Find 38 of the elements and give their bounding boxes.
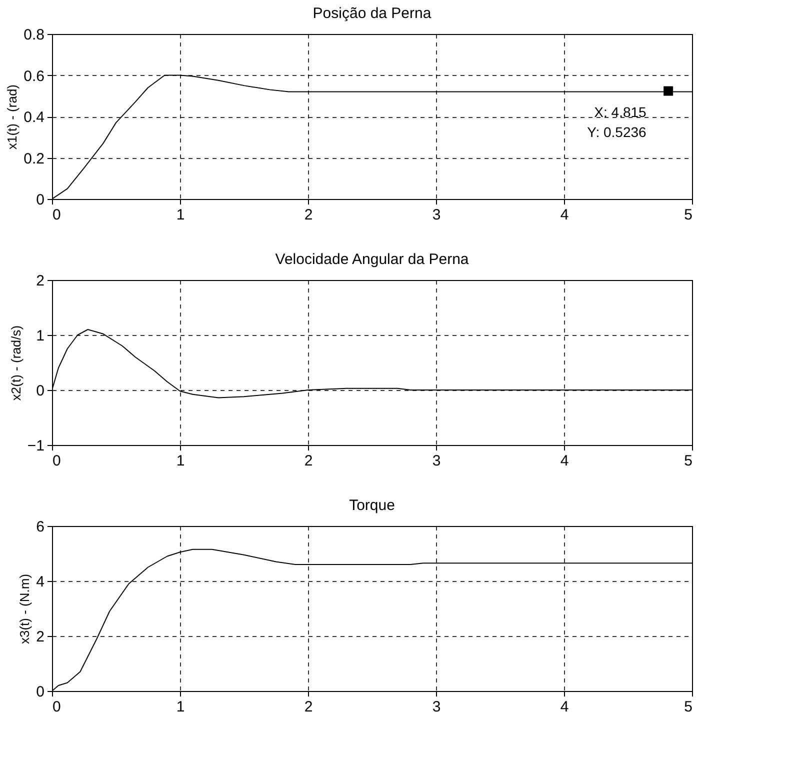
y-tick-label: 0.2 xyxy=(24,150,44,168)
x-tick-label: 4 xyxy=(560,698,569,716)
x-tick-label: 4 xyxy=(560,206,569,224)
x-tick-label: 3 xyxy=(432,452,441,470)
y-tick-label: −1 xyxy=(27,438,44,454)
y-axis-title: x3(t) - (N.m) xyxy=(17,574,32,644)
y-tick-label: 0.6 xyxy=(24,68,44,85)
x-tick-label: 0 xyxy=(52,206,61,224)
x-tick-label: 0 xyxy=(52,452,61,470)
y-tick-label: 1 xyxy=(36,328,44,344)
x-tick-label: 4 xyxy=(560,452,569,470)
x-tick-label: 3 xyxy=(432,698,441,716)
chart-title: Posição da Perna xyxy=(312,5,432,22)
chart-title: Velocidade Angular da Perna xyxy=(275,251,470,268)
y-tick-label: 0 xyxy=(36,192,44,208)
y-tick-label: 4 xyxy=(36,574,44,590)
x-tick-label: 2 xyxy=(304,452,313,470)
x-tick-label: 0 xyxy=(52,698,61,716)
y-tick-label: 0.8 xyxy=(24,26,44,44)
y-tick-label: 2 xyxy=(36,272,44,290)
x-tick-label: 1 xyxy=(176,698,185,716)
y-tick-label: 0 xyxy=(36,382,44,400)
y-tick-label: 0 xyxy=(36,684,44,700)
x-tick-label: 5 xyxy=(684,452,692,470)
y-tick-label: 0.4 xyxy=(24,109,44,126)
x-tick-label: 2 xyxy=(304,698,313,716)
annotation: X: 4.815 Y: 0.5236 xyxy=(587,104,647,140)
x-tick-label: 5 xyxy=(684,206,692,224)
x-tick-label: 1 xyxy=(176,452,185,470)
chart-title: Torque xyxy=(349,497,395,514)
y-tick-label: 2 xyxy=(36,628,44,646)
x-tick-label: 1 xyxy=(176,206,185,224)
y-axis-title: x2(t) - (rad/s) xyxy=(8,325,24,401)
x-tick-label: 3 xyxy=(432,206,441,224)
y-tick-label: 6 xyxy=(36,518,44,536)
x-tick-label: 5 xyxy=(684,698,692,716)
x-tick-label: 2 xyxy=(304,206,313,224)
y-axis-title: x1(t) - (rad) xyxy=(4,84,20,150)
